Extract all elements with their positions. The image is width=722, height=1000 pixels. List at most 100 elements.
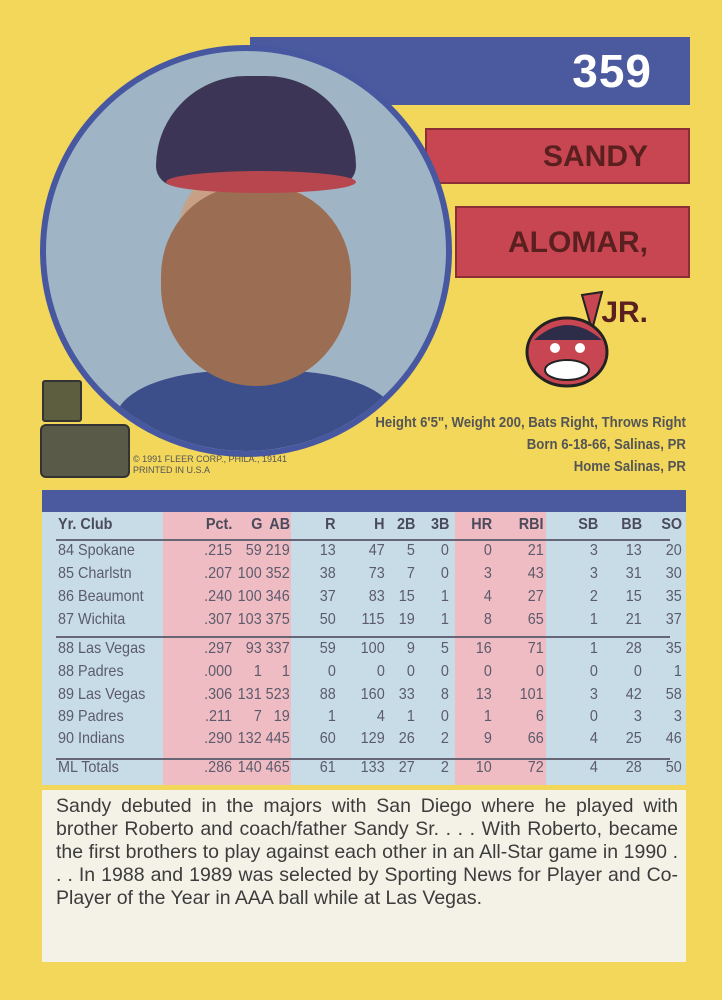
stat-cell: .215 <box>203 542 232 559</box>
stat-cell: 35 <box>665 588 682 605</box>
stat-cell: 0 <box>440 542 449 559</box>
club-cell: 85 Charlstn <box>58 565 132 582</box>
table-row: 90 Indians .290 132 445 60 129 26 2 9 66 4 25 46 <box>42 730 686 752</box>
stat-cell: 13 <box>475 686 492 703</box>
stat-cell: 47 <box>368 542 385 559</box>
stat-cell: 15 <box>398 588 415 605</box>
stat-cell: 1 <box>589 640 598 657</box>
stat-cell: 0 <box>589 708 598 725</box>
stat-cell: 1 <box>589 611 598 628</box>
stat-cell: 5 <box>440 640 449 657</box>
club-cell: Yr. Club <box>58 516 113 533</box>
stat-cell: HR <box>471 516 492 533</box>
stat-cell: 26 <box>398 730 415 747</box>
divider <box>56 636 670 638</box>
stat-cell: 3B <box>430 516 449 533</box>
stat-cell: 4 <box>589 730 598 747</box>
stat-cell: 3 <box>483 565 492 582</box>
stat-cell: 0 <box>589 663 598 680</box>
player-vitals: Height 6'5", Weight 200, Bats Right, Thr… <box>375 412 686 478</box>
bio-text: Sandy debuted in the majors with San Die… <box>56 795 678 909</box>
stat-cell: 15 <box>625 588 642 605</box>
stat-cell: 1 <box>406 708 415 725</box>
printed-line: PRINTED IN U.S.A <box>133 465 211 475</box>
stat-cell: 28 <box>625 640 642 657</box>
stat-cell: 8 <box>440 686 449 703</box>
stats-table: Yr. Club Pct. G AB R H 2B 3B HR RBI SB BB SO 84 Spoka… <box>42 490 686 785</box>
card-number: 359 <box>572 45 652 97</box>
stat-cell: .307 <box>203 611 232 628</box>
stat-cell: 4 <box>483 588 492 605</box>
stat-cell: 1 <box>253 663 262 680</box>
stat-cell: 132 <box>237 730 262 747</box>
stat-cell: 83 <box>368 588 385 605</box>
club-cell: 88 Las Vegas <box>58 640 146 657</box>
stat-cell: .000 <box>203 663 232 680</box>
stat-cell: R <box>325 516 336 533</box>
stat-cell: AB <box>269 516 290 533</box>
table-row: 86 Beaumont .240 100 346 37 83 15 1 4 27 2 15 35 <box>42 588 686 610</box>
club-cell: 87 Wichita <box>58 611 126 628</box>
table-row: 84 Spokane .215 59 219 13 47 5 0 0 21 3 13 20 <box>42 542 686 564</box>
stat-cell: 65 <box>527 611 544 628</box>
club-cell: ML Totals <box>58 759 119 776</box>
stat-cell: .306 <box>203 686 232 703</box>
stat-cell: 0 <box>440 663 449 680</box>
stat-cell: 13 <box>319 542 336 559</box>
stat-cell: 13 <box>625 542 642 559</box>
stat-cell: 337 <box>265 640 290 657</box>
stat-cell: 93 <box>245 640 262 657</box>
stat-cell: 50 <box>665 759 682 776</box>
divider <box>56 539 670 541</box>
stat-cell: 35 <box>665 640 682 657</box>
stat-cell: 1 <box>483 708 492 725</box>
stat-cell: 352 <box>265 565 290 582</box>
stat-cell: 4 <box>376 708 385 725</box>
stat-cell: SO <box>661 516 682 533</box>
stat-cell: 73 <box>368 565 385 582</box>
stat-cell: 25 <box>625 730 642 747</box>
stat-cell: 19 <box>273 708 290 725</box>
table-row: 89 Las Vegas .306 131 523 88 160 33 8 13 101 3 42 58 <box>42 686 686 708</box>
stat-cell: 3 <box>589 686 598 703</box>
stat-cell: .286 <box>203 759 232 776</box>
stat-cell: 88 <box>319 686 336 703</box>
stat-cell: 115 <box>362 611 385 628</box>
home-line: Home Salinas, PR <box>573 458 686 475</box>
stat-cell: 61 <box>319 759 336 776</box>
table-row: 88 Las Vegas .297 93 337 59 100 9 5 16 71 1 28 35 <box>42 640 686 662</box>
table-row: ML Totals .286 140 465 61 133 27 2 10 72 4 28 50 <box>42 759 686 781</box>
stat-cell: .290 <box>203 730 232 747</box>
stat-cell: 219 <box>265 542 290 559</box>
club-cell: 89 Las Vegas <box>58 686 146 703</box>
stat-cell: 5 <box>406 542 415 559</box>
divider <box>56 758 670 760</box>
stat-cell: 0 <box>483 663 492 680</box>
stat-cell: 60 <box>319 730 336 747</box>
stat-cell: 58 <box>665 686 682 703</box>
stat-cell: H <box>374 516 385 533</box>
stat-cell: 71 <box>527 640 544 657</box>
stat-cell: .211 <box>205 708 232 725</box>
first-name: SANDY <box>425 128 690 184</box>
table-header-row: Yr. Club Pct. G AB R H 2B 3B HR RBI SB BB SO <box>42 516 686 538</box>
table-row: 89 Padres .211 7 19 1 4 1 0 1 6 0 3 3 <box>42 708 686 730</box>
stat-cell: 1 <box>327 708 336 725</box>
stat-cell: 0 <box>483 542 492 559</box>
stat-cell: 1 <box>673 663 682 680</box>
player-photo <box>40 45 452 457</box>
stat-cell: 27 <box>398 759 415 776</box>
stat-cell: 8 <box>483 611 492 628</box>
stat-cell: 21 <box>625 611 642 628</box>
stat-cell: 1 <box>440 611 449 628</box>
born-line: Born 6-18-66, Salinas, PR <box>526 436 686 453</box>
stat-cell: 16 <box>475 640 492 657</box>
last-name: ALOMAR, JR. <box>455 206 690 329</box>
stat-cell: RBI <box>519 516 544 533</box>
stat-cell: 43 <box>527 565 544 582</box>
stat-cell: 6 <box>535 708 544 725</box>
stat-cell: 38 <box>319 565 336 582</box>
stat-cell: 0 <box>535 663 544 680</box>
stat-cell: 2 <box>440 759 449 776</box>
stat-cell: G <box>250 516 262 533</box>
